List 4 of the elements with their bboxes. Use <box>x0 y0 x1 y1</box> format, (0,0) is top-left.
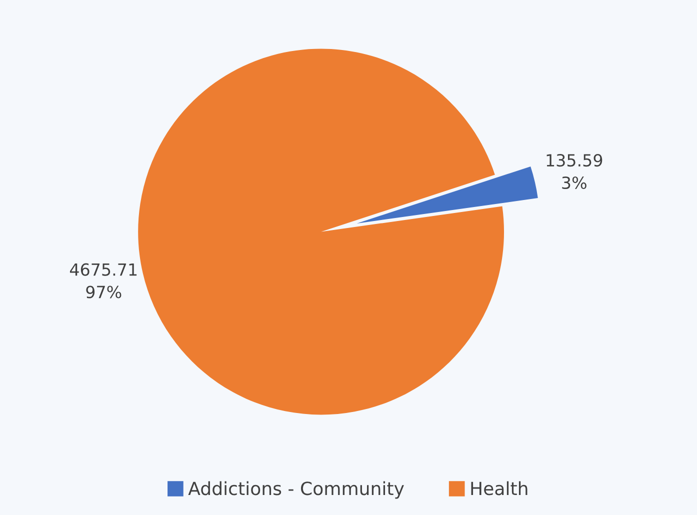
legend-label: Addictions - Community <box>188 481 404 499</box>
data-label: 4675.71 97% <box>70 263 137 298</box>
data-label: 135.59 3% <box>546 154 602 190</box>
legend-label: Health <box>471 481 528 496</box>
